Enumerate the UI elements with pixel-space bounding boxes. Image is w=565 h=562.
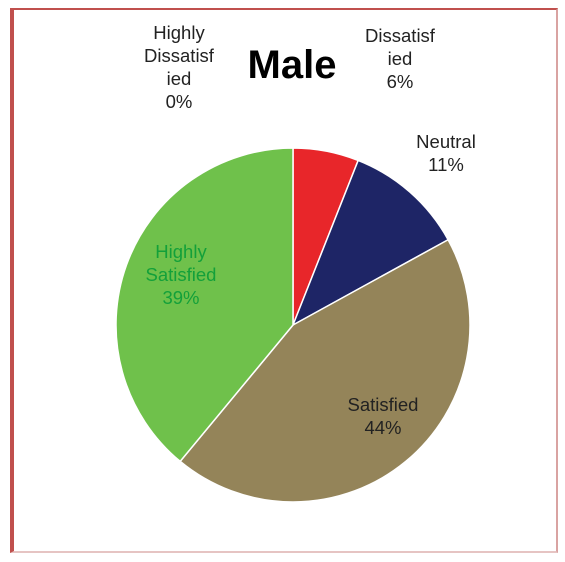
data-label-highlysatisfied: Highly Satisfied 39%	[146, 241, 217, 308]
data-label-neutral: Neutral 11%	[416, 131, 476, 175]
pie-slice-neutral	[291, 159, 450, 327]
pie-slice-highlysatisfied	[115, 147, 294, 463]
data-label-highlydissatisfied: Highly Dissatisf ied 0%	[144, 22, 215, 112]
pie-slice-satisfied	[179, 238, 471, 503]
data-label-satisfied: Satisfied 44%	[348, 394, 419, 438]
chart-title: Male	[248, 43, 337, 87]
data-label-dissatisfied: Dissatisf ied 6%	[365, 25, 436, 92]
